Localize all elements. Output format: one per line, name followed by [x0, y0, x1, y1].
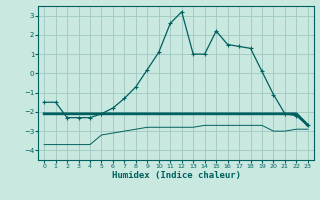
X-axis label: Humidex (Indice chaleur): Humidex (Indice chaleur)	[111, 171, 241, 180]
